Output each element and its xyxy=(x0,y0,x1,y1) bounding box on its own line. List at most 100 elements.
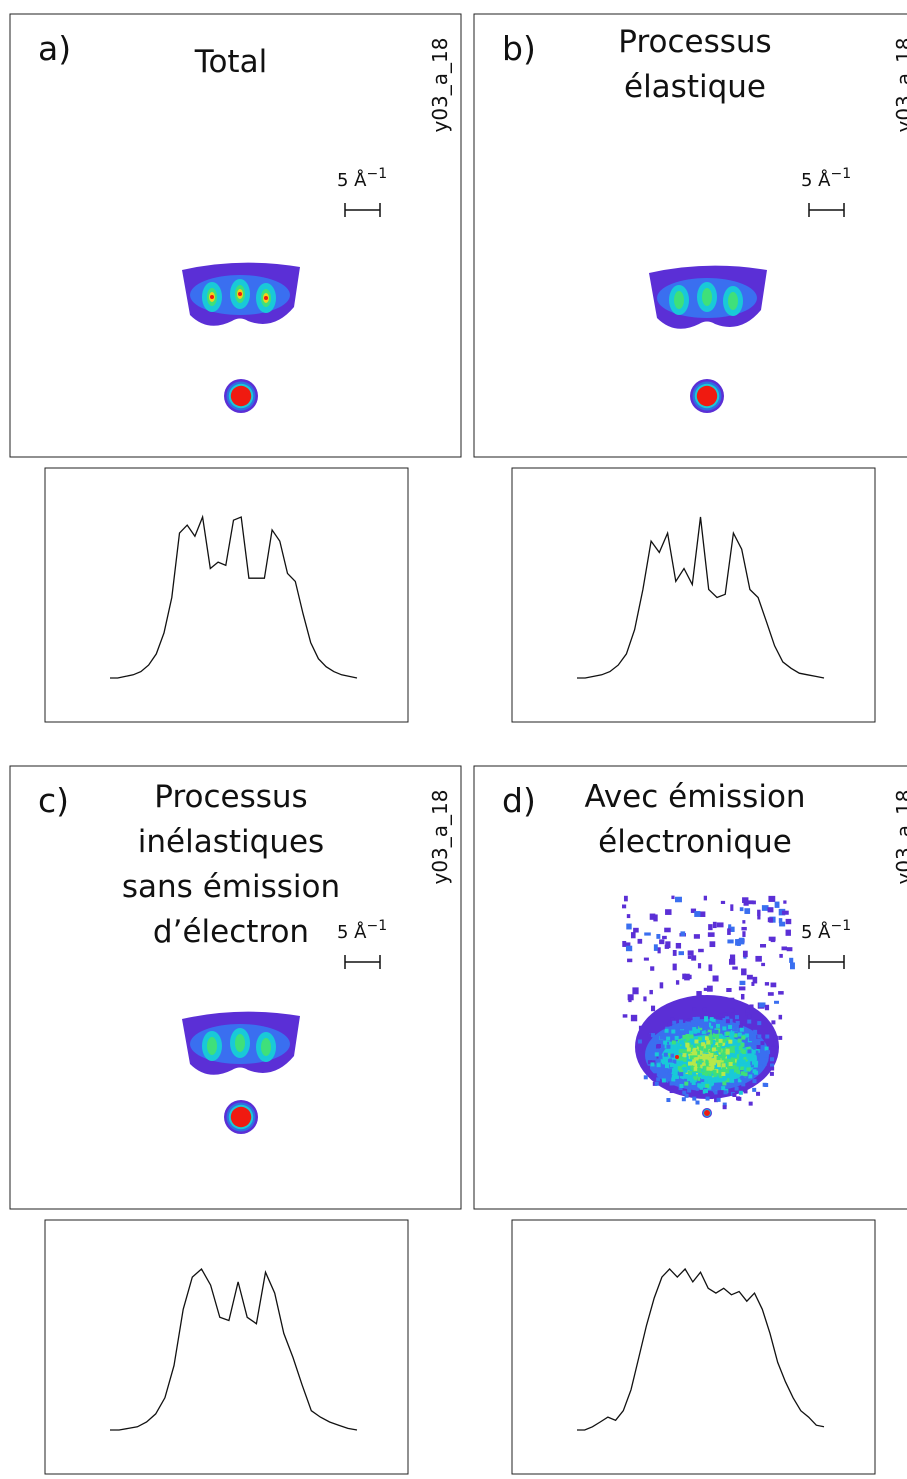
cloud-pixel xyxy=(649,913,656,920)
cloud-pixel xyxy=(652,1073,657,1078)
scale-exponent: −1 xyxy=(367,918,388,934)
blob-spot xyxy=(210,295,214,299)
cloud-pixel xyxy=(690,1023,695,1028)
cloud-pixel xyxy=(742,950,748,958)
cloud-pixel xyxy=(680,1040,685,1045)
cloud-pixel xyxy=(701,1062,706,1067)
spot-core xyxy=(230,1106,252,1128)
panel: c) Processus inélastiques sans émission d’él… xyxy=(9,765,462,1475)
cloud-pixel xyxy=(742,897,749,904)
cloud-pixel xyxy=(689,1030,694,1035)
cloud-pixel xyxy=(706,1027,711,1032)
cloud-pixel xyxy=(723,1076,728,1081)
cloud-pixel xyxy=(711,1061,716,1066)
cloud-pixel xyxy=(692,1027,697,1032)
cloud-pixel xyxy=(623,942,631,947)
cloud-pixel xyxy=(683,1049,688,1054)
cloud-pixel xyxy=(765,1034,770,1039)
cloud-pixel xyxy=(627,958,633,963)
spot-core xyxy=(230,385,252,407)
cloud-pixel xyxy=(758,1002,766,1008)
cloud-pixel xyxy=(734,1046,739,1051)
cloud-pixel xyxy=(769,1071,774,1076)
cloud-pixel xyxy=(698,948,704,953)
spot-core xyxy=(696,385,718,407)
cloud-pixel xyxy=(718,1055,723,1060)
cloud-pixel xyxy=(730,1026,735,1031)
cloud-pixel xyxy=(744,908,751,914)
cloud-pixel xyxy=(693,1051,698,1056)
cloud-pixel xyxy=(713,1090,718,1095)
cloud-pixel xyxy=(767,992,774,996)
cloud-pixel xyxy=(711,1039,716,1044)
cloud-pixel xyxy=(731,1065,736,1070)
cloud-pixel xyxy=(721,1086,726,1091)
cloud-pixel xyxy=(691,1080,696,1085)
panel-letter: d) xyxy=(502,781,536,820)
cloud-pixel xyxy=(691,955,697,961)
cloud-pixel xyxy=(766,1050,771,1055)
cloud-pixel xyxy=(698,1059,703,1064)
cloud-pixel xyxy=(695,1050,700,1055)
cloud-pixel xyxy=(643,957,649,961)
cloud-pixel xyxy=(735,1096,740,1101)
cloud-pixel xyxy=(718,1073,723,1078)
cloud-pixel xyxy=(730,1008,735,1013)
cloud-pixel xyxy=(708,964,713,972)
cloud-pixel xyxy=(723,1090,728,1095)
cloud-pixel xyxy=(711,1021,716,1026)
cloud-pixel xyxy=(702,1007,707,1012)
cloud-pixel xyxy=(712,1069,717,1074)
cloud-pixel xyxy=(734,1068,739,1073)
cloud-pixel xyxy=(771,1046,776,1051)
scale-exponent: −1 xyxy=(831,166,852,182)
panel-title: Processus xyxy=(154,779,307,815)
cloud-pixel xyxy=(753,1063,758,1068)
cloud-pixel xyxy=(711,1047,716,1052)
cloud-pixel xyxy=(686,1021,691,1026)
cloud-pixel xyxy=(692,1057,697,1062)
cloud-pixel xyxy=(725,1019,730,1024)
cloud-pixel xyxy=(720,1043,725,1048)
cloud-pixel xyxy=(671,1040,676,1045)
cloud-pixel xyxy=(686,1073,691,1078)
cloud-pixel xyxy=(722,1048,727,1053)
cloud-pixel xyxy=(650,1062,655,1067)
cloud-pixel xyxy=(752,976,758,984)
cloud-pixel xyxy=(671,895,675,900)
cloud-pixel xyxy=(647,1060,652,1065)
cloud-pixel xyxy=(747,900,754,905)
cloud-pixel xyxy=(659,1035,664,1040)
blob-spot xyxy=(238,292,242,296)
cloud-pixel xyxy=(752,1079,757,1084)
cloud-pixel xyxy=(726,1037,731,1042)
cloud-pixel xyxy=(726,1054,731,1059)
cloud-pixel xyxy=(704,1048,709,1053)
cloud-pixel xyxy=(708,1062,713,1067)
cloud-pixel xyxy=(695,1016,700,1021)
cloud-pixel xyxy=(696,1053,701,1058)
cloud-pixel xyxy=(711,1044,716,1049)
cloud-pixel xyxy=(738,986,746,991)
cloud-pixel xyxy=(674,1074,679,1079)
cloud-pixel xyxy=(758,1064,763,1069)
cloud-pixel xyxy=(663,1040,668,1045)
cloud-pixel xyxy=(728,1018,733,1023)
cloud-pixel xyxy=(708,1076,713,1081)
cloud-pixel xyxy=(650,1005,656,1012)
panel: b) Processus élastique y03_a_18 5 Å−1 xyxy=(473,13,907,723)
panel-title: Total xyxy=(194,44,267,80)
cloud-pixel xyxy=(704,1069,709,1074)
cloud-pixel xyxy=(740,1075,745,1080)
cloud-pixel xyxy=(687,1076,692,1081)
cloud-pixel xyxy=(786,947,793,952)
cloud-pixel xyxy=(664,927,671,933)
cloud-pixel xyxy=(741,1082,746,1087)
blob-spot xyxy=(728,292,738,310)
cloud-pixel xyxy=(744,1040,749,1045)
cloud-pixel xyxy=(669,1089,674,1094)
cloud-pixel xyxy=(717,1078,722,1083)
cloud-pixel xyxy=(630,932,636,939)
cloud-pixel xyxy=(729,1034,734,1039)
cloud-pixel xyxy=(681,1018,686,1023)
